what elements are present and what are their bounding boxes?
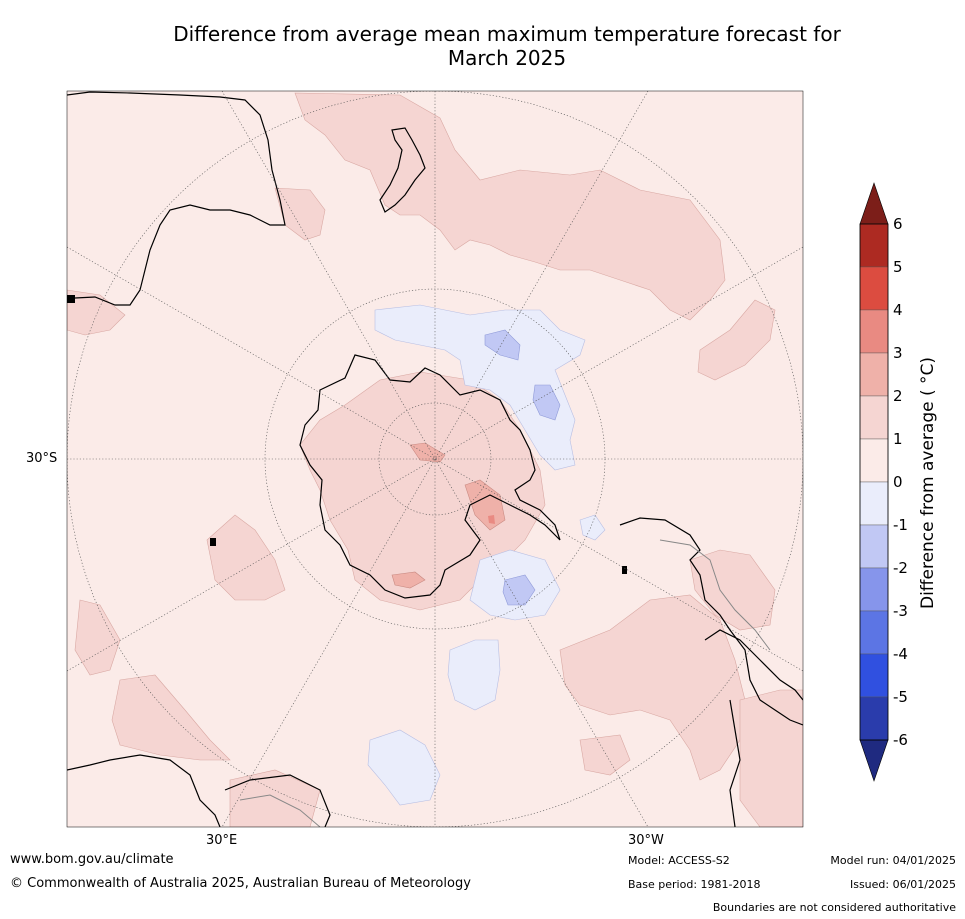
- mid-atlantic-warm-region: [579, 734, 631, 776]
- country-boundaries: [239, 539, 771, 827]
- colorbar-tick-label: 2: [893, 387, 903, 405]
- colorbar-band: [859, 395, 889, 440]
- colorbar: [859, 182, 889, 782]
- colorbar-over-arrow: [859, 182, 889, 225]
- colorbar-band: [859, 653, 889, 698]
- colorbar-band: [859, 309, 889, 354]
- colorbar-band: [859, 266, 889, 311]
- coastlines: [67, 91, 803, 827]
- colorbar-tick-label: -5: [893, 688, 908, 706]
- south-african-cool-region: [367, 729, 441, 806]
- colorbar-bands: [859, 223, 889, 741]
- colorbar-band: [859, 352, 889, 397]
- colorbar-tick-label: 6: [893, 215, 903, 233]
- africa-border: [239, 794, 321, 827]
- colorbar-tick-label: -4: [893, 645, 908, 663]
- southern-africa-warm-region: [111, 674, 231, 761]
- footer-model: Model: ACCESS-S2: [628, 854, 730, 867]
- anomaly-1-to-2-regions: [67, 92, 803, 827]
- longitude-label-30e: 30°E: [206, 833, 238, 848]
- colorbar-band: [859, 524, 889, 569]
- footer-website: www.bom.gov.au/climate: [10, 852, 174, 867]
- colorbar-band: [859, 696, 889, 741]
- footer-disclaimer: Boundaries are not considered authoritat…: [712, 901, 956, 914]
- meridian-60e: [67, 246, 803, 672]
- colorbar-tick-label: 3: [893, 344, 903, 362]
- meridian-30e: [221, 91, 649, 827]
- amundsen-cold-patch: [484, 329, 521, 361]
- colorbar-band: [859, 567, 889, 612]
- title-line-1: Difference from average mean maximum tem…: [173, 22, 841, 46]
- footer-model-run: Model run: 04/01/2025: [830, 854, 956, 867]
- weddell-hot-patch: [488, 515, 495, 524]
- south-america-coastline: [619, 517, 803, 726]
- colorbar-tick-label: -2: [893, 559, 908, 577]
- south-america-warm-region: [689, 549, 776, 631]
- cape-warm-region: [229, 769, 321, 827]
- colorbar-tick-label: -3: [893, 602, 908, 620]
- new-zealand-coastline: [379, 127, 426, 213]
- falkland-islands: [622, 566, 627, 574]
- colorbar-tick-label: 5: [893, 258, 903, 276]
- colorbar-band: [859, 610, 889, 655]
- amundsen-cool-region: [374, 304, 586, 471]
- west-indian-warm-region: [74, 599, 121, 676]
- southern-africa-east-coastline: [704, 629, 803, 701]
- south-pacific-warm-region: [697, 299, 776, 381]
- colorbar-tick-label: -6: [893, 731, 908, 749]
- lat-circle-inner: [378, 402, 492, 516]
- kerguelen-island: [210, 538, 216, 546]
- colorbar-frame: [859, 223, 889, 741]
- south-america-border: [659, 539, 771, 651]
- title-line-2: March 2025: [447, 46, 567, 70]
- graticule: [67, 91, 803, 827]
- australia-coastline: [67, 91, 286, 306]
- map-area: [67, 91, 803, 827]
- african-west-coastline: [729, 699, 741, 827]
- weddell-warm-patch: [464, 479, 506, 531]
- footer-issued: Issued: 06/01/2025: [849, 878, 956, 891]
- madagascar-coastline: [224, 774, 331, 827]
- antarctica-coastline: [299, 354, 561, 599]
- colorbar-under-arrow: [859, 739, 889, 782]
- islands: [67, 295, 627, 574]
- west-edge-island: [67, 295, 75, 303]
- colorbar-band: [859, 438, 889, 483]
- anomaly-minus-2-to-minus-1-regions: [484, 329, 561, 606]
- atlantic-warm-region: [559, 594, 746, 781]
- west-edge-warm-region: [67, 289, 126, 336]
- africa-coastline: [67, 754, 221, 827]
- footer-copyright: © Commonwealth of Australia 2025, Austra…: [10, 876, 471, 891]
- indian-ocean-warm-region: [206, 514, 286, 601]
- map-frame: [66, 90, 804, 828]
- meridian-30w: [221, 91, 649, 827]
- colorbar-label: Difference from average ( °C): [918, 356, 938, 610]
- antarctic-warm-region: [299, 371, 546, 611]
- colorbar-tick-label: 0: [893, 473, 903, 491]
- latitude-label-30s: 30°S: [26, 451, 58, 466]
- footer-base-period: Base period: 1981-2018: [628, 878, 761, 891]
- colorbar-tick-label: -1: [893, 516, 908, 534]
- african-coast-warm-region: [739, 689, 803, 827]
- colorbar-tick-label: 4: [893, 301, 903, 319]
- map-title: Difference from average mean maximum tem…: [67, 22, 947, 70]
- anomaly-3-to-4-regions: [488, 515, 495, 524]
- colorbar-tick-label: 1: [893, 430, 903, 448]
- south-georgia-cool-patch: [579, 514, 606, 541]
- longitude-label-30w: 30°W: [628, 833, 664, 848]
- bellingshausen-cold-patch: [532, 384, 561, 421]
- colorbar-band: [859, 481, 889, 526]
- meridian-60w: [67, 246, 803, 672]
- dronning-maud-warm-patch: [391, 571, 426, 589]
- south-atlantic-cool-region: [447, 639, 501, 711]
- weddell-cold-patch: [502, 574, 536, 606]
- colorbar-band: [859, 223, 889, 268]
